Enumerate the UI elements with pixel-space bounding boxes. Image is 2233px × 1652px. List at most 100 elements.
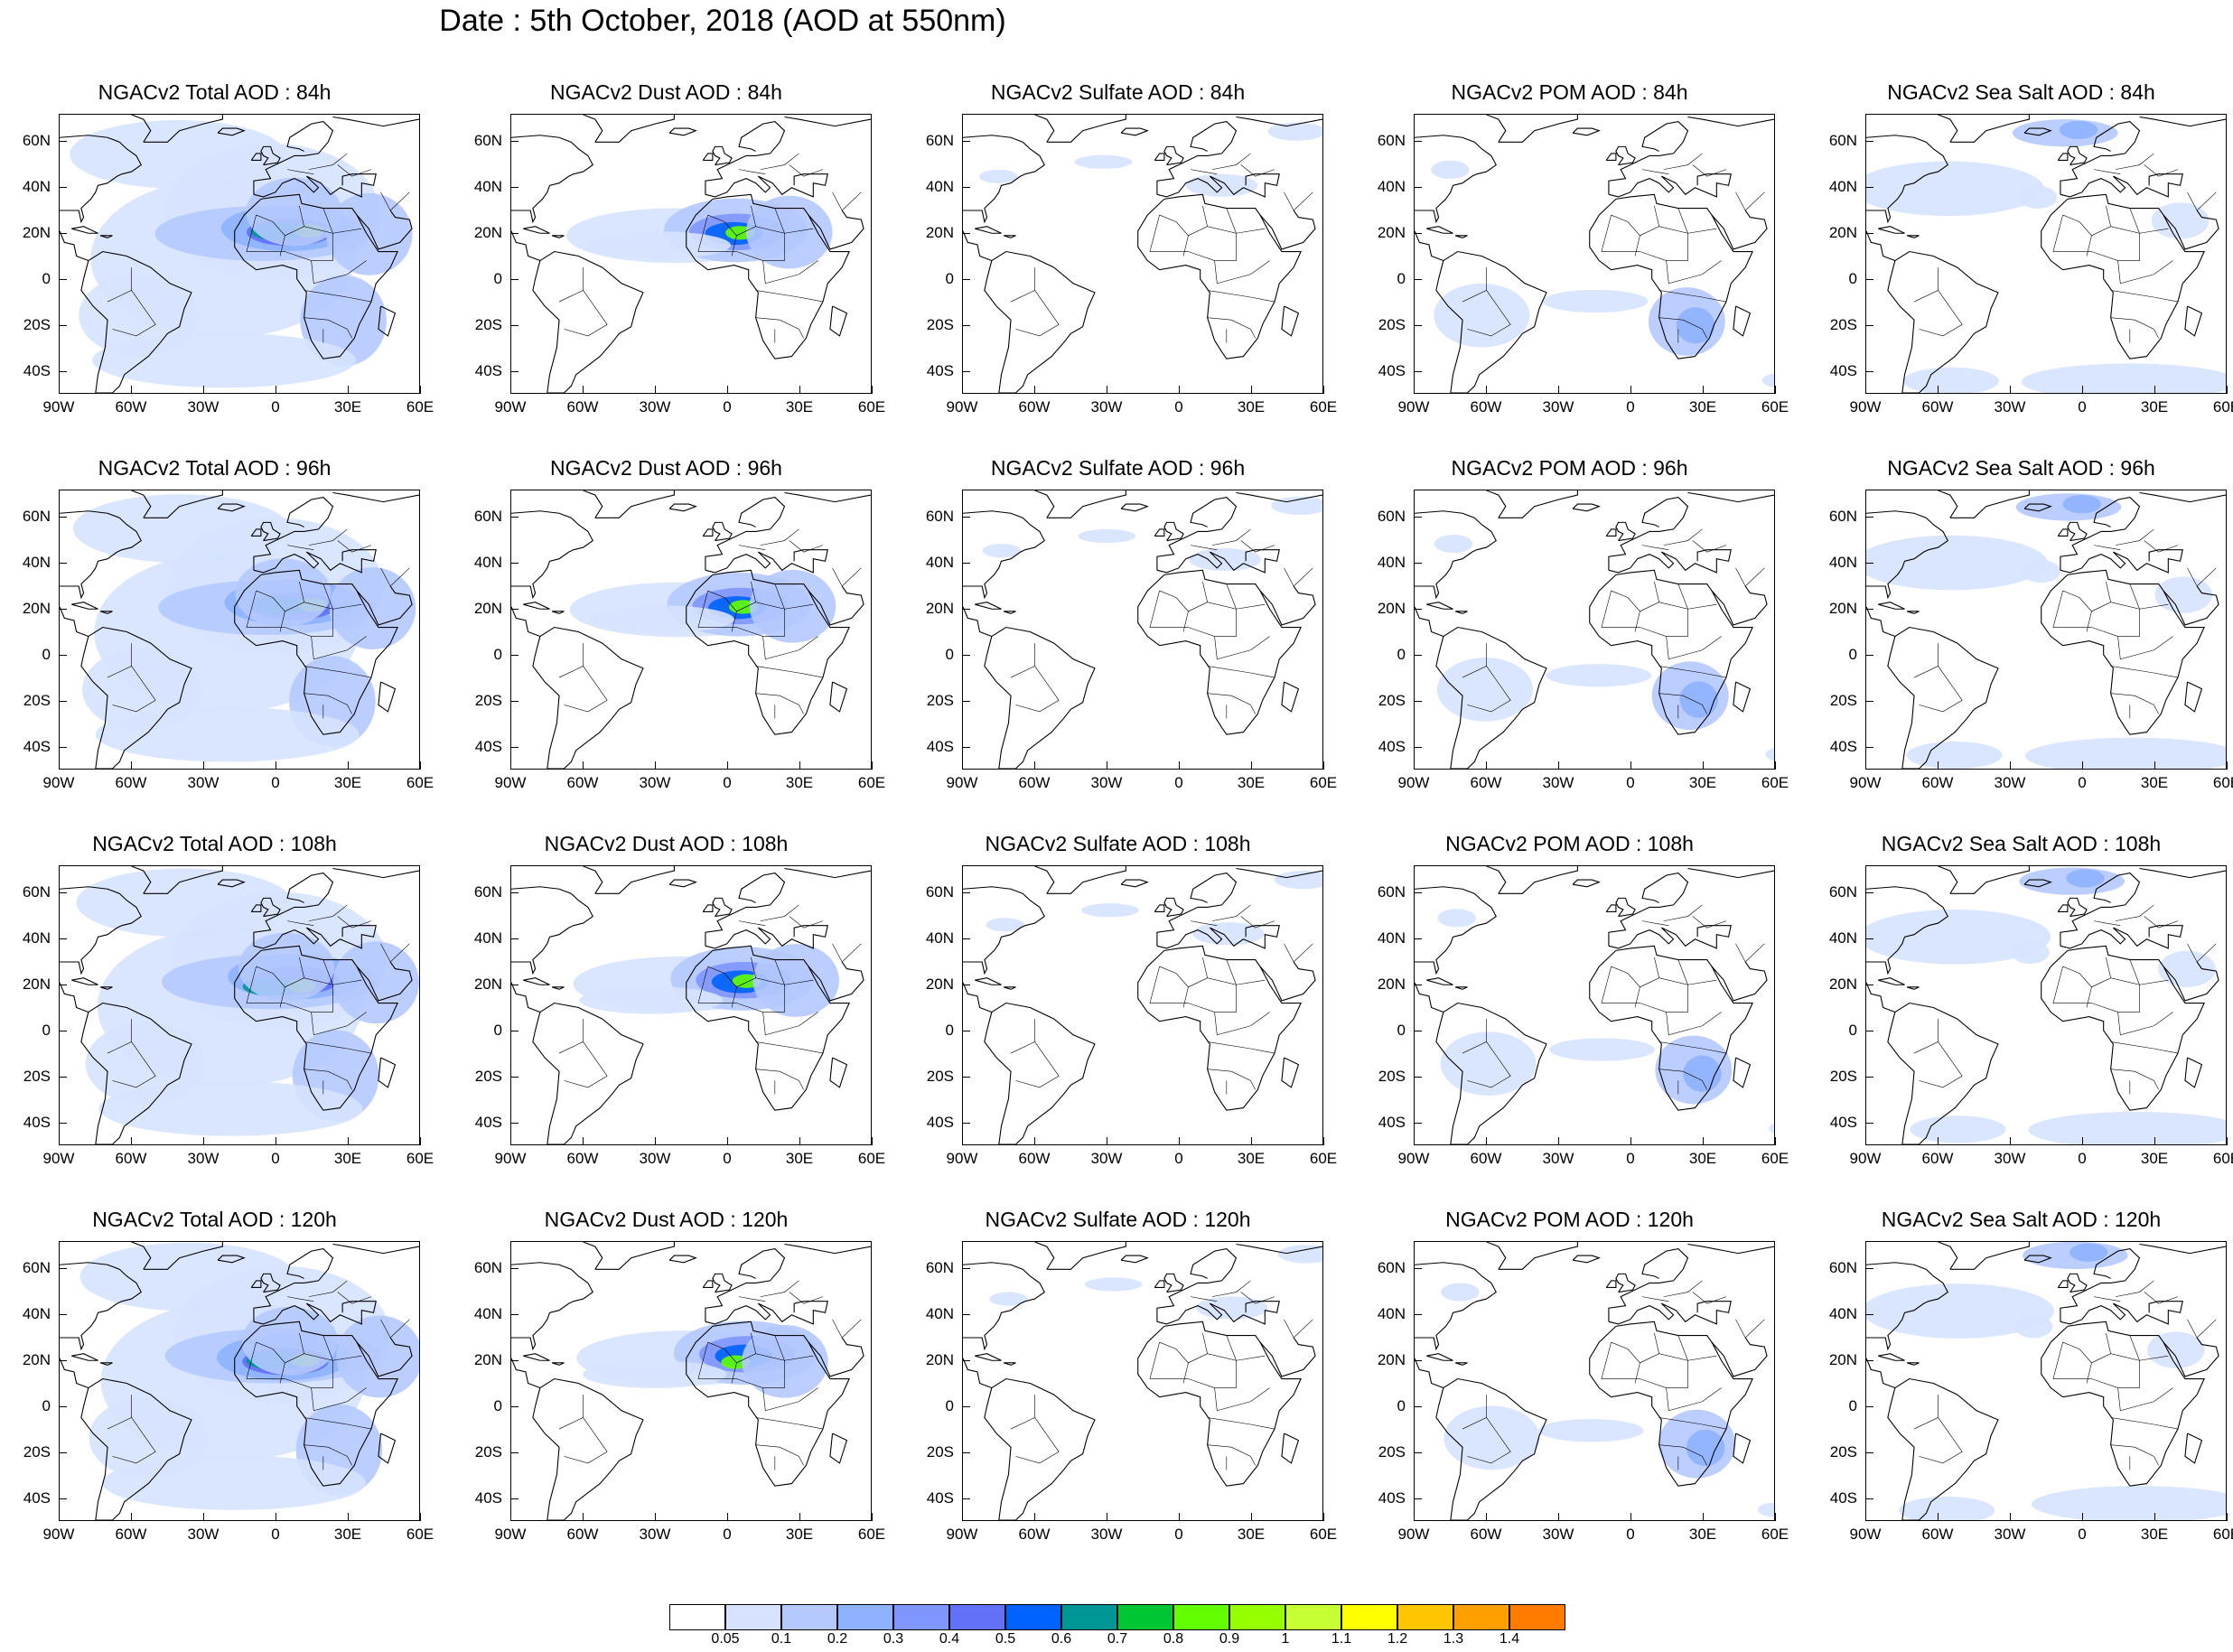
lat-tick-label: 20N <box>22 600 51 618</box>
coastline <box>1687 116 1774 127</box>
colorbar-label: 0.2 <box>827 1631 848 1647</box>
coastline <box>2023 127 2052 136</box>
coastline <box>286 545 314 550</box>
aod-map <box>60 115 419 393</box>
lon-tick <box>2010 386 2011 394</box>
aod-contour <box>749 569 836 643</box>
lat-tick-label: 40S <box>23 1489 51 1507</box>
aod-contour <box>2069 1243 2108 1262</box>
colorbar-swatch <box>1117 1604 1173 1630</box>
aod-contour <box>1899 1497 1995 1520</box>
coastline <box>1887 250 1999 393</box>
lon-tick <box>2010 1137 2011 1145</box>
map-panel: NGACv2 Sea Salt AOD : 120h 60N 40N 20N 0 20S 4… <box>1807 1207 2233 1550</box>
coastline <box>99 986 113 990</box>
coastline <box>2060 872 2141 947</box>
lon-tick <box>420 1137 421 1145</box>
coastline <box>2106 957 2111 978</box>
aod-map <box>60 490 419 769</box>
aod-contour <box>1546 664 1652 687</box>
coastline <box>2041 569 2205 735</box>
coastline <box>250 528 262 537</box>
colorbar-swatch <box>1341 1604 1397 1630</box>
lon-tick-label: 60E <box>406 774 434 791</box>
coastline <box>697 590 785 637</box>
coastline <box>250 904 262 913</box>
lat-tick <box>510 1451 519 1453</box>
coastline <box>286 920 314 926</box>
coastline <box>1634 1362 1640 1384</box>
coastline <box>738 920 766 926</box>
lon-tick <box>1558 1137 1559 1145</box>
map-panel: NGACv2 Sulfate AOD : 108h 60N 40N 20N 0 20S 40… <box>903 831 1337 1174</box>
coastline <box>260 521 281 542</box>
lat-tick <box>59 370 67 372</box>
coastline <box>1601 214 1688 261</box>
coastline <box>1663 153 1703 170</box>
lat-tick-label: 60N <box>473 508 502 526</box>
coastline <box>1214 1012 1270 1036</box>
coastline <box>2067 1273 2088 1293</box>
coastline <box>107 1395 132 1430</box>
lon-tick <box>131 761 132 770</box>
panel-title: NGACv2 Sea Salt AOD : 108h <box>1881 832 2162 855</box>
coastline <box>378 1057 397 1088</box>
lat-tick <box>59 892 67 894</box>
aod-map <box>963 866 1322 1144</box>
coastline <box>1615 1273 1636 1293</box>
lat-tick-label: 0 <box>1848 1396 1857 1414</box>
coastline <box>712 897 733 918</box>
coastline <box>532 1377 644 1520</box>
lat-tick-label: 20N <box>473 1351 502 1369</box>
coastline <box>668 503 697 512</box>
aod-contour <box>1074 154 1133 169</box>
coastline <box>253 925 377 949</box>
coastline <box>1236 867 1322 879</box>
map-area <box>1414 490 1775 770</box>
coastline <box>80 1002 192 1144</box>
lat-tick-label: 40N <box>925 178 954 196</box>
lon-tick-label: 30E <box>1688 1150 1717 1167</box>
lon-tick-label: 90W <box>42 1526 75 1543</box>
lon-tick <box>420 386 421 394</box>
lon-tick-label: 90W <box>42 398 75 415</box>
lon-tick <box>1323 386 1324 394</box>
aod-contour <box>1761 373 1774 387</box>
lon-tick <box>510 386 511 394</box>
lat-tick <box>1414 1268 1422 1270</box>
lat-tick-label: 60N <box>925 1259 954 1277</box>
lat-tick <box>59 1268 67 1270</box>
coastline <box>1666 636 1722 660</box>
coastline <box>308 1280 348 1297</box>
lat-tick <box>962 370 970 372</box>
lon-tick <box>131 1513 132 1521</box>
aod-map <box>60 1242 419 1520</box>
lon-tick <box>1775 1137 1776 1145</box>
lat-tick-label: 40N <box>925 1305 954 1323</box>
aod-contour <box>1686 1429 1725 1467</box>
coastline <box>1156 925 1280 949</box>
coastline <box>1677 583 1688 610</box>
lat-tick <box>1414 1498 1422 1499</box>
coastline <box>1572 127 1601 136</box>
coastline <box>253 1301 377 1325</box>
lat-tick-label: 60N <box>1377 132 1406 150</box>
coastline <box>755 1417 824 1430</box>
lon-tick-label: 60E <box>857 1526 886 1543</box>
lat-tick-label: 40S <box>1378 737 1406 755</box>
coastline <box>2117 260 2173 285</box>
coastline <box>2110 1041 2179 1054</box>
map-area <box>962 490 1323 770</box>
lat-tick-label: 20S <box>926 1442 954 1461</box>
lat-tick-label: 20S <box>23 1067 51 1085</box>
coastline <box>1120 127 1149 136</box>
lat-tick <box>1865 1076 1873 1078</box>
coastline <box>705 549 828 574</box>
colorbar-label: 1.4 <box>1499 1631 1520 1647</box>
map-panel: NGACv2 Total AOD : 84h 60N 40N 20N 0 20S 40S 90… <box>0 79 434 423</box>
lon-tick <box>655 1137 656 1145</box>
lon-tick <box>1414 386 1415 394</box>
lat-tick-label: 40S <box>1829 361 1857 379</box>
aod-contour <box>2059 120 2098 140</box>
coastline <box>789 540 824 553</box>
